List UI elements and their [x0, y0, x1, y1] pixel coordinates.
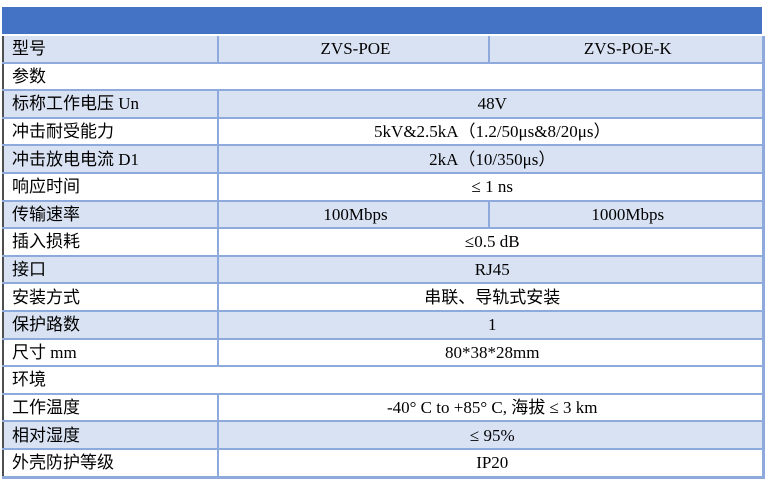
row-label-cell: 标称工作电压 Un — [3, 89, 219, 118]
row-label-cell: 尺寸 mm — [3, 337, 219, 367]
spec-table-body: 型号 ZVS-POE ZVS-POE-K 参数 标称工作电压 Un 48V 冲击耐受能力 5k… — [3, 36, 763, 477]
row-value-cell: 1000Mbps — [489, 199, 763, 229]
row-value-cell: ≤ 95% — [218, 420, 763, 449]
row-label-cell: 响应时间 — [3, 171, 219, 201]
table-row: 安装方式 串联、导轨式安装 — [3, 282, 763, 311]
table-row: 相对湿度 ≤ 95% — [3, 420, 763, 449]
table-row: 冲击耐受能力 5kV&2.5kA（1.2/50μs&8/20μs） — [3, 116, 763, 146]
table-row: 尺寸 mm 80*38*28mm — [3, 337, 763, 367]
row-label-cell: 工作温度 — [3, 392, 219, 422]
row-label-cell: 保护路数 — [3, 309, 219, 339]
row-value-cell: 100Mbps — [218, 199, 490, 229]
row-label-cell: 传输速率 — [3, 199, 219, 229]
row-value-cell: 48V — [218, 89, 763, 118]
row-value-cell: RJ45 — [218, 254, 763, 284]
row-value-cell: ≤0.5 dB — [218, 227, 763, 256]
row-value-cell: 1 — [218, 309, 763, 339]
table-row: 接口 RJ45 — [3, 254, 763, 284]
row-value-cell: 5kV&2.5kA（1.2/50μs&8/20μs） — [218, 116, 763, 146]
row-label-cell: 接口 — [3, 254, 219, 284]
table-row: 保护路数 1 — [3, 309, 763, 339]
row-value-cell: ZVS-POE-K — [489, 36, 763, 63]
section-header-cell: 环境 — [3, 365, 763, 394]
row-label-cell: 型号 — [3, 36, 219, 63]
section-header-cell: 参数 — [3, 61, 763, 91]
table-title-bar — [2, 7, 762, 34]
row-label-cell: 外壳防护等级 — [3, 447, 219, 477]
table-row: 冲击放电电流 D1 2kA（10/350μs） — [3, 144, 763, 173]
row-value-cell: ≤ 1 ns — [218, 171, 763, 201]
row-label-cell: 安装方式 — [3, 282, 219, 311]
table-row: 响应时间 ≤ 1 ns — [3, 171, 763, 201]
table-row: 传输速率 100Mbps 1000Mbps — [3, 199, 763, 229]
table-row: 型号 ZVS-POE ZVS-POE-K — [3, 36, 763, 63]
table-row: 工作温度 -40° C to +85° C, 海拔 ≤ 3 km — [3, 392, 763, 422]
spec-sheet: 型号 ZVS-POE ZVS-POE-K 参数 标称工作电压 Un 48V 冲击耐受能力 5k… — [2, 7, 765, 479]
row-value-cell: ZVS-POE — [218, 36, 490, 63]
row-value-cell: 串联、导轨式安装 — [218, 282, 763, 311]
table-row: 参数 — [3, 61, 763, 91]
row-value-cell: 2kA（10/350μs） — [218, 144, 763, 173]
row-value-cell: 80*38*28mm — [218, 337, 763, 367]
row-label-cell: 冲击耐受能力 — [3, 116, 219, 146]
row-label-cell: 相对湿度 — [3, 420, 219, 449]
spec-table: 型号 ZVS-POE ZVS-POE-K 参数 标称工作电压 Un 48V 冲击耐受能力 5k… — [2, 36, 765, 479]
table-row: 插入损耗 ≤0.5 dB — [3, 227, 763, 256]
table-row: 外壳防护等级 IP20 — [3, 447, 763, 477]
row-label-cell: 插入损耗 — [3, 227, 219, 256]
table-row: 标称工作电压 Un 48V — [3, 89, 763, 118]
row-value-cell: IP20 — [218, 447, 763, 477]
row-label-cell: 冲击放电电流 D1 — [3, 144, 219, 173]
row-value-cell: -40° C to +85° C, 海拔 ≤ 3 km — [218, 392, 763, 422]
table-row: 环境 — [3, 365, 763, 394]
